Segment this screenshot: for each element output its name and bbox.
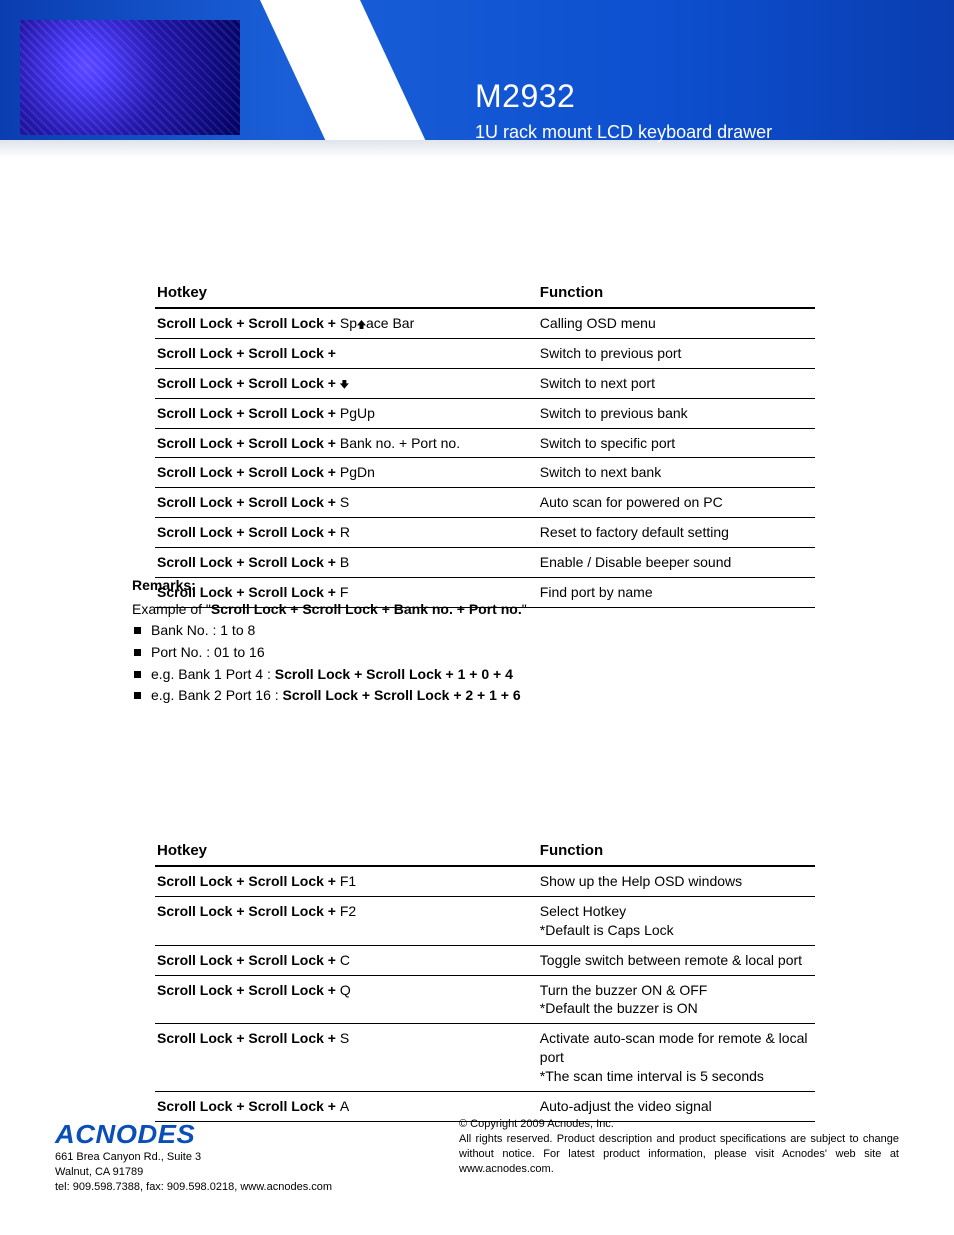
function-cell: Reset to factory default setting xyxy=(538,518,815,548)
function-cell: Switch to previous bank xyxy=(538,398,815,428)
function-cell: Auto scan for powered on PC xyxy=(538,488,815,518)
table-row: Scroll Lock + Scroll Lock + F2Select Hot… xyxy=(155,896,815,945)
function-cell: Switch to specific port xyxy=(538,428,815,458)
chip-image xyxy=(20,20,240,135)
remarks-intro: Example of "Scroll Lock + Scroll Lock + … xyxy=(132,599,832,621)
hotkey-table-1: Hotkey Function Scroll Lock + Scroll Loc… xyxy=(155,280,815,608)
footer-addr3: tel: 909.598.7388, fax: 909.598.0218, ww… xyxy=(55,1180,415,1195)
hotkey-cell: Scroll Lock + Scroll Lock + PgDn xyxy=(155,458,538,488)
function-cell: Activate auto-scan mode for remote & loc… xyxy=(538,1024,815,1092)
table-row: Scroll Lock + Scroll Lock + Bank no. + P… xyxy=(155,428,815,458)
arrow-up-icon xyxy=(357,320,366,329)
footer-addr2: Walnut, CA 91789 xyxy=(55,1165,415,1180)
footer-copy2: All rights reserved. Product description… xyxy=(459,1132,899,1177)
col-hotkey-1: Hotkey xyxy=(155,280,538,308)
function-cell: Toggle switch between remote & local por… xyxy=(538,945,815,975)
table-row: Scroll Lock + Scroll Lock + BEnable / Di… xyxy=(155,548,815,578)
footer-left: ACNODES 661 Brea Canyon Rd., Suite 3 Wal… xyxy=(55,1117,415,1195)
function-cell: Switch to previous port xyxy=(538,338,815,368)
table-row: Scroll Lock + Scroll Lock + QTurn the bu… xyxy=(155,975,815,1024)
table-row: Scroll Lock + Scroll Lock + PgUpSwitch t… xyxy=(155,398,815,428)
table-row: Scroll Lock + Scroll Lock + PgDnSwitch t… xyxy=(155,458,815,488)
function-cell: Calling OSD menu xyxy=(538,308,815,338)
acnodes-logo: ACNODES xyxy=(55,1117,433,1152)
model-number: M2932 xyxy=(475,78,575,115)
hotkey-cell: Scroll Lock + Scroll Lock + F2 xyxy=(155,896,538,945)
arrow-down-icon xyxy=(340,380,349,389)
function-cell: Turn the buzzer ON & OFF*Default the buz… xyxy=(538,975,815,1024)
col-function-2: Function xyxy=(538,838,815,866)
function-cell: Switch to next port xyxy=(538,368,815,398)
table-row: Scroll Lock + Scroll Lock + CToggle swit… xyxy=(155,945,815,975)
table-row: Scroll Lock + Scroll Lock + Switch to ne… xyxy=(155,368,815,398)
hotkey-cell: Scroll Lock + Scroll Lock + C xyxy=(155,945,538,975)
remarks-item: Port No. : 01 to 16 xyxy=(134,642,832,664)
remarks-item: e.g. Bank 1 Port 4 : Scroll Lock + Scrol… xyxy=(134,664,832,686)
remarks-item: e.g. Bank 2 Port 16 : Scroll Lock + Scro… xyxy=(134,685,832,707)
footer-right: © Copyright 2009 Acnodes, Inc. All right… xyxy=(459,1117,899,1195)
hotkey-table-2: Hotkey Function Scroll Lock + Scroll Loc… xyxy=(155,838,815,1122)
hotkey-cell: Scroll Lock + Scroll Lock + Space Bar xyxy=(155,308,538,338)
page-footer: ACNODES 661 Brea Canyon Rd., Suite 3 Wal… xyxy=(55,1117,899,1195)
table-row: Scroll Lock + Scroll Lock + RReset to fa… xyxy=(155,518,815,548)
hotkey-cell: Scroll Lock + Scroll Lock + R xyxy=(155,518,538,548)
hotkey-cell: Scroll Lock + Scroll Lock + S xyxy=(155,488,538,518)
table-row: Scroll Lock + Scroll Lock +Switch to pre… xyxy=(155,338,815,368)
col-hotkey-2: Hotkey xyxy=(155,838,538,866)
hotkey-cell: Scroll Lock + Scroll Lock + xyxy=(155,368,538,398)
table-row: Scroll Lock + Scroll Lock + Space BarCal… xyxy=(155,308,815,338)
hotkey-cell: Scroll Lock + Scroll Lock + PgUp xyxy=(155,398,538,428)
hotkey-cell: Scroll Lock + Scroll Lock + Bank no. + P… xyxy=(155,428,538,458)
table-row: Scroll Lock + Scroll Lock + F1Show up th… xyxy=(155,866,815,896)
function-cell: Show up the Help OSD windows xyxy=(538,866,815,896)
remarks-block: Remarks: Example of "Scroll Lock + Scrol… xyxy=(132,575,832,707)
hotkey-cell: Scroll Lock + Scroll Lock + xyxy=(155,338,538,368)
function-cell: Enable / Disable beeper sound xyxy=(538,548,815,578)
footer-copy1: © Copyright 2009 Acnodes, Inc. xyxy=(459,1117,899,1132)
hotkey-table-2-wrap: Hotkey Function Scroll Lock + Scroll Loc… xyxy=(155,838,815,1122)
function-cell: Select Hotkey*Default is Caps Lock xyxy=(538,896,815,945)
function-cell: Switch to next bank xyxy=(538,458,815,488)
footer-addr1: 661 Brea Canyon Rd., Suite 3 xyxy=(55,1150,415,1165)
col-function-1: Function xyxy=(538,280,815,308)
hotkey-table-1-wrap: Hotkey Function Scroll Lock + Scroll Loc… xyxy=(155,280,815,608)
hotkey-cell: Scroll Lock + Scroll Lock + S xyxy=(155,1024,538,1092)
model-subtitle: 1U rack mount LCD keyboard drawer xyxy=(475,122,772,143)
hotkey-cell: Scroll Lock + Scroll Lock + B xyxy=(155,548,538,578)
header-banner: M2932 1U rack mount LCD keyboard drawer xyxy=(0,0,954,165)
table-row: Scroll Lock + Scroll Lock + SActivate au… xyxy=(155,1024,815,1092)
hotkey-cell: Scroll Lock + Scroll Lock + F1 xyxy=(155,866,538,896)
remarks-heading: Remarks: xyxy=(132,575,832,597)
table-row: Scroll Lock + Scroll Lock + SAuto scan f… xyxy=(155,488,815,518)
remarks-item: Bank No. : 1 to 8 xyxy=(134,620,832,642)
hotkey-cell: Scroll Lock + Scroll Lock + Q xyxy=(155,975,538,1024)
